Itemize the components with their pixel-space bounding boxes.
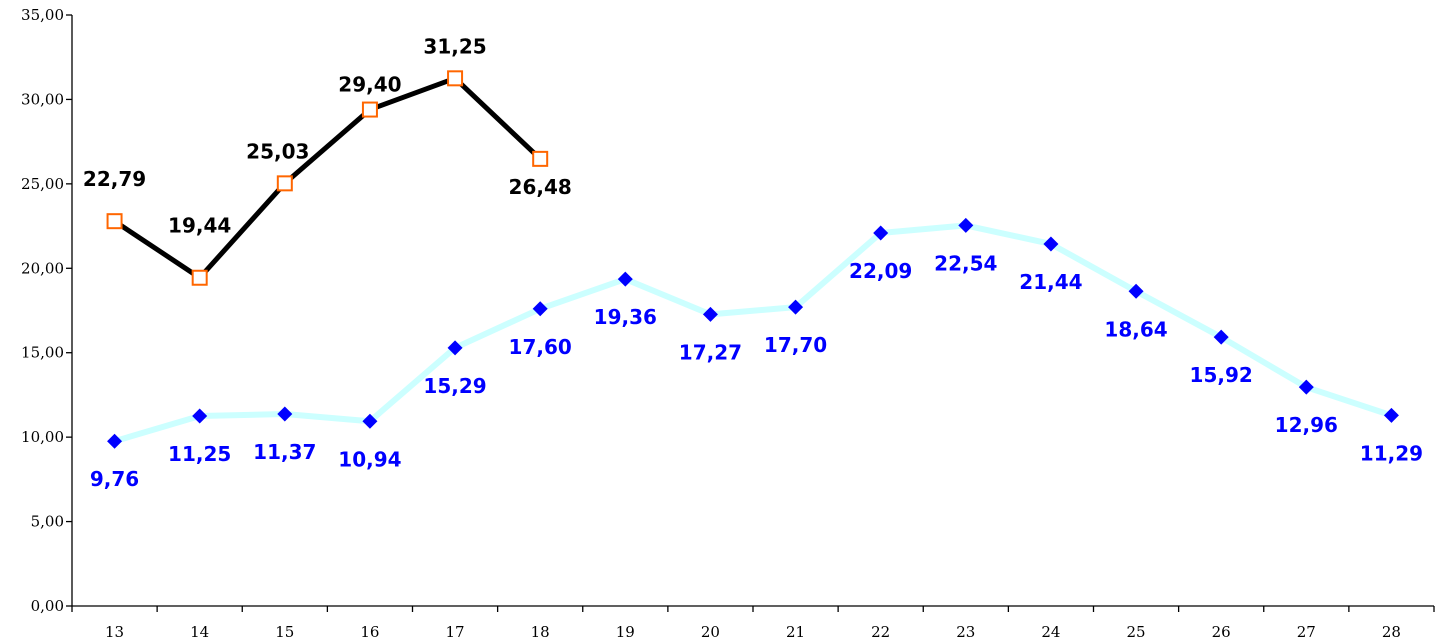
- x-tick-label: 20: [701, 623, 720, 641]
- series-blue-point: [788, 299, 804, 315]
- series-blue-point: [107, 433, 123, 449]
- series-blue-data-label: 15,29: [423, 374, 486, 398]
- series-blue-data-label: 11,29: [1360, 441, 1423, 465]
- axes: 0,00 5,00 10,00 15,00 20,00 25,00 30,00 35,00 13…: [21, 6, 1435, 641]
- series-black-point: [532, 150, 549, 167]
- x-tick-label: 13: [105, 623, 124, 641]
- series-black-data-label: 19,44: [168, 214, 231, 238]
- y-tick-label: 0,00: [31, 597, 64, 615]
- y-tick-label: 30,00: [21, 90, 64, 108]
- y-tick-label: 10,00: [21, 428, 64, 446]
- series-blue-point: [447, 340, 463, 356]
- series-blue: [107, 217, 1399, 449]
- y-tick-label: 20,00: [21, 259, 64, 277]
- series-black-point: [191, 269, 208, 286]
- series-blue-point: [702, 306, 718, 322]
- x-tick-label: 14: [190, 623, 209, 641]
- series-blue-point: [362, 413, 378, 429]
- series-blue-data-label: 18,64: [1104, 317, 1167, 341]
- series-blue-point: [1383, 407, 1399, 423]
- x-tick-label: 18: [531, 623, 550, 641]
- series-black-point: [106, 213, 123, 230]
- series-blue-point: [873, 225, 889, 241]
- series-blue-data-label: 10,94: [338, 447, 401, 471]
- series-blue-data-label: 12,96: [1275, 413, 1338, 437]
- series-blue-point: [617, 271, 633, 287]
- series-blue-data-label: 22,54: [934, 251, 997, 275]
- series-blue-line: [113, 222, 1393, 445]
- series-blue-point: [532, 301, 548, 317]
- x-tick-label: 21: [786, 623, 805, 641]
- data-labels: 9,76 11,25 11,37 10,94 15,29 17,60 19,36 17,27 1…: [83, 34, 1423, 491]
- series-blue-point: [1213, 329, 1229, 345]
- series-black-point: [447, 70, 464, 87]
- series-blue-data-label: 22,09: [849, 259, 912, 283]
- series-blue-data-label: 17,70: [764, 333, 827, 357]
- x-tick-label: 15: [275, 623, 294, 641]
- series-black-line: [113, 75, 542, 281]
- series-blue-data-label: 21,44: [1019, 270, 1082, 294]
- series-blue-data-label: 11,37: [253, 440, 316, 464]
- series-black-point: [361, 101, 378, 118]
- series-black-data-label: 31,25: [423, 34, 486, 58]
- x-tick-label: 17: [446, 623, 465, 641]
- x-tick-label: 26: [1212, 623, 1231, 641]
- x-tick-label: 28: [1382, 623, 1401, 641]
- series-blue-point: [1043, 236, 1059, 252]
- series-blue-point: [277, 406, 293, 422]
- series-black-point: [276, 175, 293, 192]
- x-tick-label: 24: [1041, 623, 1060, 641]
- series-blue-point: [1128, 283, 1144, 299]
- x-tick-label: 25: [1127, 623, 1146, 641]
- series-blue-data-label: 9,76: [90, 467, 139, 491]
- x-tick-label: 16: [360, 623, 379, 641]
- y-tick-label: 25,00: [21, 175, 64, 193]
- series-blue-data-label: 11,25: [168, 442, 231, 466]
- series-blue-data-label: 19,36: [594, 305, 657, 329]
- series-black: [106, 70, 549, 286]
- y-tick-label: 35,00: [21, 6, 64, 24]
- y-tick-label: 5,00: [31, 513, 64, 531]
- x-tick-label: 27: [1297, 623, 1316, 641]
- series-black-data-label: 29,40: [338, 73, 401, 97]
- series-blue-point: [1298, 379, 1314, 395]
- series-blue-data-label: 15,92: [1190, 363, 1253, 387]
- y-tick-label: 15,00: [21, 344, 64, 362]
- x-tick-label: 22: [871, 623, 890, 641]
- series-blue-data-label: 17,60: [509, 335, 572, 359]
- series-blue-point: [958, 217, 974, 233]
- x-tick-label: 19: [616, 623, 635, 641]
- series-black-data-label: 26,48: [509, 175, 572, 199]
- series-black-data-label: 22,79: [83, 167, 146, 191]
- series-blue-point: [192, 408, 208, 424]
- series-blue-data-label: 17,27: [679, 340, 742, 364]
- x-tick-label: 23: [956, 623, 975, 641]
- series-black-data-label: 25,03: [246, 139, 309, 163]
